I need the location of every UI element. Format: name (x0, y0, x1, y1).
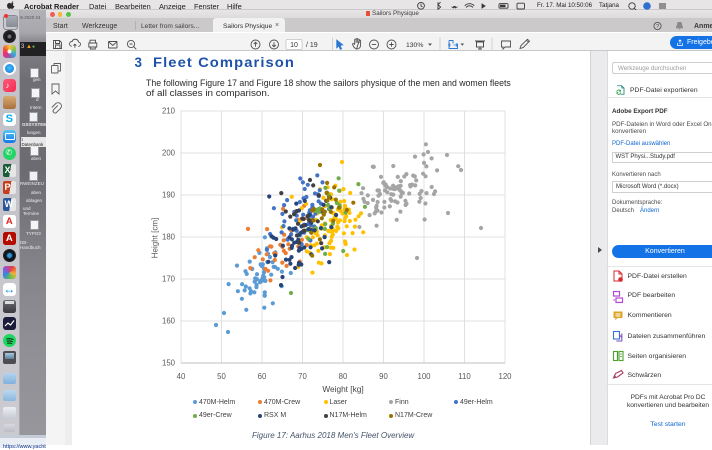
svg-text:210: 210 (162, 107, 176, 116)
svg-text:80: 80 (339, 372, 348, 381)
svg-text:Weight [kg]: Weight [kg] (322, 384, 363, 394)
svg-text:60: 60 (258, 372, 267, 381)
svg-text:/ 19: / 19 (306, 42, 318, 49)
svg-text:170: 170 (162, 275, 176, 284)
svg-text:120: 120 (498, 372, 512, 381)
svg-text:10: 10 (290, 42, 298, 49)
svg-text:?: ? (656, 24, 659, 30)
svg-text:50: 50 (217, 372, 226, 381)
svg-text:110: 110 (458, 372, 471, 381)
svg-text:Height [cm]: Height [cm] (151, 218, 160, 258)
svg-text:40: 40 (177, 372, 186, 381)
svg-text:100: 100 (417, 372, 431, 381)
svg-text:180: 180 (162, 233, 176, 242)
svg-text:150: 150 (162, 359, 176, 368)
svg-text:90: 90 (379, 372, 388, 381)
svg-text:70: 70 (298, 372, 307, 381)
svg-text:160: 160 (162, 317, 176, 326)
svg-text:190: 190 (162, 191, 176, 200)
svg-text:130%: 130% (406, 42, 423, 49)
svg-text:200: 200 (162, 149, 176, 158)
